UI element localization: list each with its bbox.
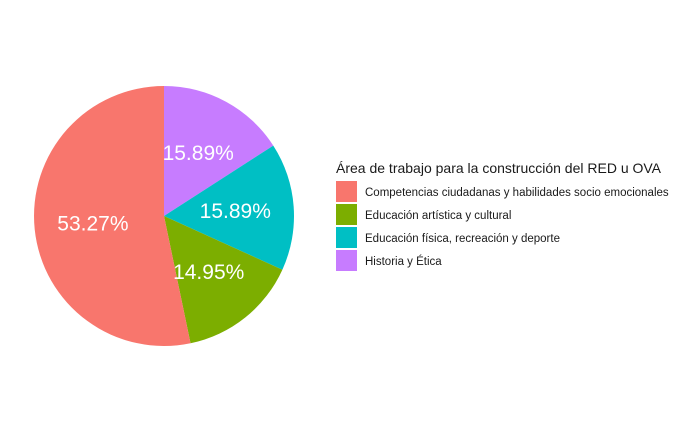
legend-label: Competencias ciudadanas y habilidades so… bbox=[365, 187, 669, 199]
legend-item-historia-y-etica: Historia y Ética bbox=[336, 250, 442, 271]
legend-label: Educación artística y cultural bbox=[365, 210, 511, 222]
legend: Área de trabajo para la construcción del… bbox=[336, 160, 669, 271]
pie-slice-competencias-ciudadanas-y-habilidades-socio-emocionales bbox=[34, 86, 191, 346]
pie-slice-educacion-artistica-y-cultural bbox=[164, 216, 283, 344]
legend-title: Área de trabajo para la construcción del… bbox=[336, 160, 662, 176]
legend-swatch bbox=[336, 181, 357, 202]
legend-label: Educación física, recreación y deporte bbox=[365, 233, 560, 245]
legend-item-educacion-artistica-y-cultural: Educación artística y cultural bbox=[336, 204, 511, 225]
legend-swatch bbox=[336, 250, 357, 271]
pie-label-educacion-artistica-y-cultural: 14.95% bbox=[173, 261, 244, 284]
pie-slice-educacion-fisica-recreacion-y-deporte bbox=[164, 145, 294, 270]
legend-items: Competencias ciudadanas y habilidades so… bbox=[336, 181, 669, 271]
pie-slices bbox=[34, 86, 294, 346]
legend-item-competencias-ciudadanas-y-habilidades-socio-emocionales: Competencias ciudadanas y habilidades so… bbox=[336, 181, 669, 202]
pie-slice-historia-y-etica bbox=[164, 86, 274, 216]
legend-item-educacion-fisica-recreacion-y-deporte: Educación física, recreación y deporte bbox=[336, 227, 560, 248]
pie-label-historia-y-etica: 15.89% bbox=[163, 142, 234, 165]
pie-label-competencias-ciudadanas-y-habilidades-socio-emocionales: 53.27% bbox=[57, 212, 128, 235]
pie-labels: 15.89% 15.89% 14.95% 53.27% bbox=[57, 142, 271, 284]
legend-swatch bbox=[336, 204, 357, 225]
legend-label: Historia y Ética bbox=[365, 255, 442, 268]
pie-label-educacion-fisica-recreacion-y-deporte: 15.89% bbox=[200, 200, 271, 223]
legend-swatch bbox=[336, 227, 357, 248]
